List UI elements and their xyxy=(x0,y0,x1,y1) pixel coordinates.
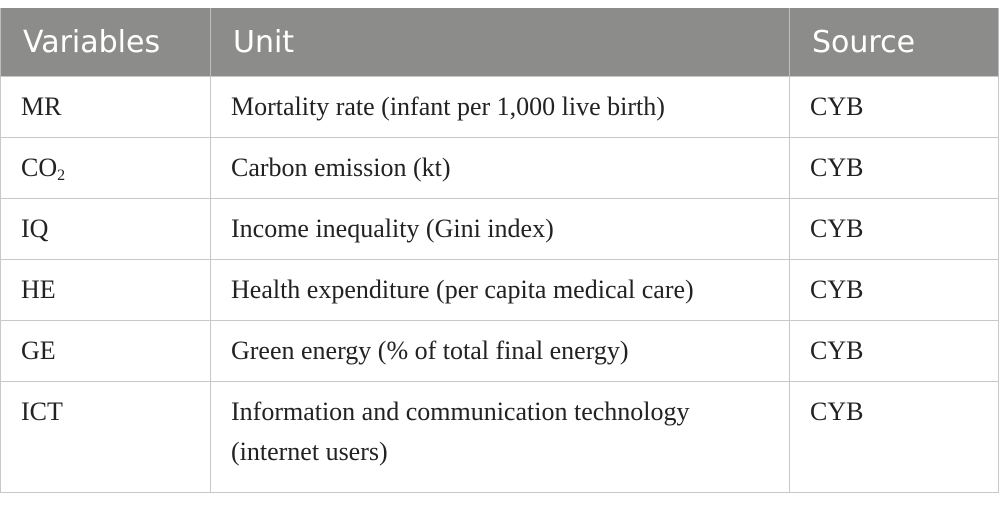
cell-source: CYB xyxy=(789,198,999,260)
table-header: Variables Unit Source xyxy=(0,8,999,77)
table-row: ICT Information and communication techno… xyxy=(0,381,999,493)
variable-subscript: 2 xyxy=(57,167,66,184)
table-row: GE Green energy (% of total final energy… xyxy=(0,320,999,382)
table-body: MR Mortality rate (infant per 1,000 live… xyxy=(0,76,999,493)
variables-table: Variables Unit Source MR Mortality rate … xyxy=(0,8,999,493)
cell-unit: Income inequality (Gini index) xyxy=(210,198,790,260)
cell-source: CYB xyxy=(789,320,999,382)
cell-source: CYB xyxy=(789,137,999,199)
cell-variable: MR xyxy=(0,76,211,138)
header-row: Variables Unit Source xyxy=(0,8,999,77)
header-unit: Unit xyxy=(210,8,790,77)
header-variables: Variables xyxy=(0,8,211,77)
cell-variable: CO2 xyxy=(0,137,211,199)
cell-variable: IQ xyxy=(0,198,211,260)
cell-unit: Health expenditure (per capita medical c… xyxy=(210,259,790,321)
cell-unit: Green energy (% of total final energy) xyxy=(210,320,790,382)
table-row: HE Health expenditure (per capita medica… xyxy=(0,259,999,321)
cell-source: CYB xyxy=(789,381,999,493)
cell-variable: HE xyxy=(0,259,211,321)
variable-name: CO xyxy=(21,153,58,182)
cell-unit: Carbon emission (kt) xyxy=(210,137,790,199)
table-row: CO2 Carbon emission (kt) CYB xyxy=(0,137,999,199)
cell-unit: Information and communication technology… xyxy=(210,381,790,493)
cell-variable: ICT xyxy=(0,381,211,493)
cell-source: CYB xyxy=(789,76,999,138)
cell-variable: GE xyxy=(0,320,211,382)
table-row: IQ Income inequality (Gini index) CYB xyxy=(0,198,999,260)
table-row: MR Mortality rate (infant per 1,000 live… xyxy=(0,76,999,138)
cell-unit: Mortality rate (infant per 1,000 live bi… xyxy=(210,76,790,138)
cell-source: CYB xyxy=(789,259,999,321)
header-source: Source xyxy=(789,8,999,77)
